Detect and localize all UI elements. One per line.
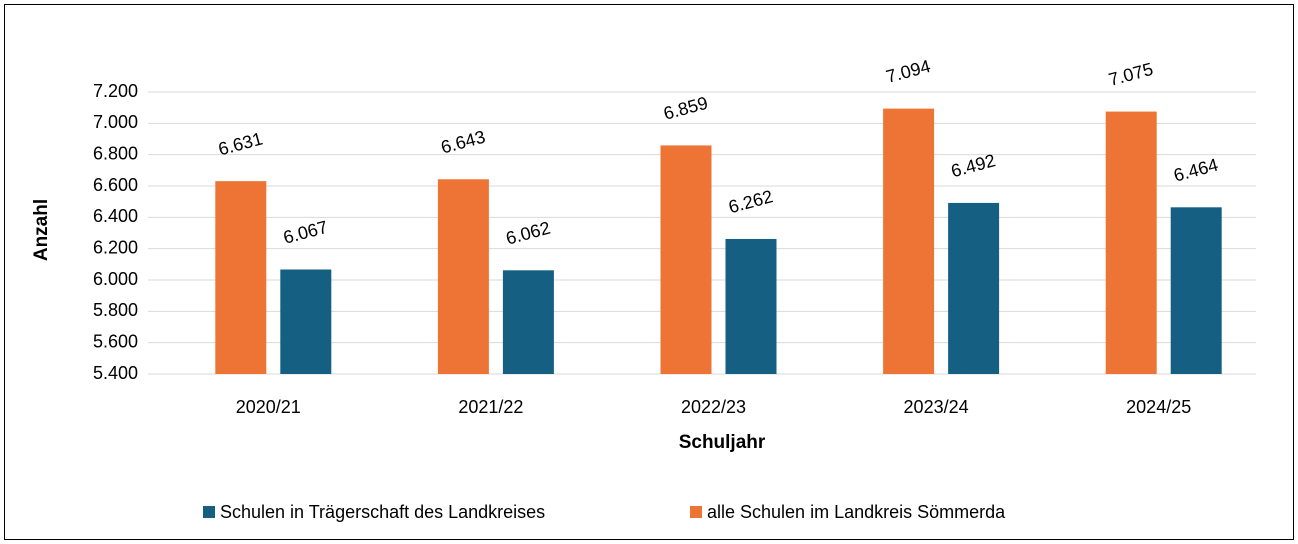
chart-frame [4,4,1294,540]
x-tick-label: 2023/24 [904,397,969,417]
bar [280,269,332,374]
x-tick-label: 2024/25 [1126,397,1191,417]
x-tick-label: 2021/22 [458,397,523,417]
bar [725,238,777,374]
y-tick-label: 6.800 [93,143,138,163]
y-tick-label: 6.200 [93,237,138,257]
bar [1105,111,1157,374]
bar [948,202,1000,374]
bar [883,108,935,375]
x-tick-label: 2020/21 [236,397,301,417]
bar [502,270,554,374]
legend-label: alle Schulen im Landkreis Sömmerda [707,502,1006,522]
x-tick-label: 2022/23 [681,397,746,417]
y-tick-label: 7.200 [93,81,138,101]
bar [660,145,712,374]
legend-label: Schulen in Trägerschaft des Landkreises [220,502,545,522]
bar [437,179,489,374]
y-tick-label: 5.600 [93,331,138,351]
bar [1170,207,1222,374]
y-tick-label: 6.400 [93,206,138,226]
y-tick-label: 5.400 [93,363,138,383]
y-tick-label: 6.000 [93,269,138,289]
y-tick-label: 5.800 [93,300,138,320]
bar [215,181,267,374]
x-axis-title: Schuljahr [679,432,766,453]
y-tick-label: 6.600 [93,175,138,195]
legend-swatch [203,506,215,518]
y-axis-title: Anzahl [31,199,52,261]
y-tick-label: 7.000 [93,112,138,132]
legend-swatch [690,506,702,518]
